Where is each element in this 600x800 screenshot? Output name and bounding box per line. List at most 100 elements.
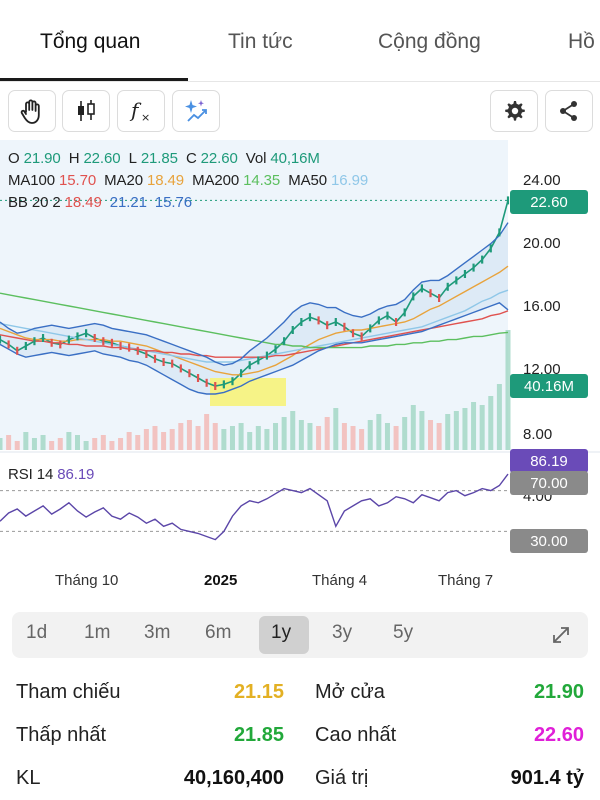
volume-bar: [333, 408, 339, 450]
x-tick-2025: 2025: [204, 572, 238, 589]
y-tick-24: 24.00: [523, 172, 561, 189]
x-tick-october: Tháng 10: [55, 572, 119, 589]
volume-bar: [195, 426, 201, 450]
volume-bar: [453, 411, 459, 450]
volume-bar: [428, 420, 434, 450]
volume-bar: [152, 426, 158, 450]
volume-bar: [367, 420, 373, 450]
share-button[interactable]: [545, 90, 593, 132]
ma50-value: 16.99: [331, 172, 369, 189]
volume-bar: [462, 408, 468, 450]
volume-bar: [126, 432, 132, 450]
volume-bar: [488, 396, 494, 450]
volume-bar: [238, 423, 244, 450]
tab-profile[interactable]: Hồ: [568, 30, 595, 53]
bb-upper-value: 21.21: [109, 194, 147, 211]
volume-bar: [359, 429, 365, 450]
volume-bar: [143, 429, 149, 450]
range-1m[interactable]: 1m: [84, 622, 111, 643]
settings-button[interactable]: [490, 90, 538, 132]
svg-text:×: ×: [141, 111, 150, 124]
rsi-30-tag: 30.00: [510, 529, 588, 553]
share-icon: [560, 101, 577, 121]
volume-bar: [14, 441, 20, 450]
high-price-value: 22.60: [533, 724, 584, 746]
range-6m[interactable]: 6m: [205, 622, 232, 643]
volume-bar: [66, 432, 72, 450]
range-1y[interactable]: 1y: [271, 622, 292, 643]
close-value: 22.60: [200, 150, 238, 167]
range-5y[interactable]: 5y: [393, 622, 414, 643]
high-price-label: Cao nhất: [315, 724, 397, 746]
rsi-pane-bg: [0, 452, 508, 565]
volume-bar: [92, 438, 98, 450]
ai-analysis-button[interactable]: [172, 90, 220, 132]
volume-bar: [376, 414, 382, 450]
open-price-value: 21.90: [533, 681, 584, 703]
drawing-tool-button[interactable]: [8, 90, 56, 132]
volume-stat-label: KL: [16, 767, 41, 789]
tab-bar: Tổng quan Tin tức Cộng đồng Hồ: [0, 0, 600, 82]
volume-bar: [49, 441, 55, 450]
rsi-label: RSI 14: [8, 466, 54, 483]
volume-bar: [161, 432, 167, 450]
range-1d[interactable]: 1d: [26, 622, 48, 643]
tab-news[interactable]: Tin tức: [228, 30, 293, 53]
low-price-value: 21.85: [233, 724, 284, 746]
rsi-legend: RSI 14 86.19: [8, 466, 98, 483]
volume-tag: 40.16M: [510, 374, 588, 398]
bb-label: BB 20 2: [8, 194, 61, 211]
gear-icon: [505, 101, 525, 121]
volume-bar: [74, 435, 80, 450]
fullscreen-button[interactable]: [550, 624, 572, 651]
volume-bar: [281, 417, 287, 450]
volume-bar: [118, 438, 124, 450]
y-tick-20: 20.00: [523, 235, 561, 252]
volume-bar: [83, 441, 89, 450]
tab-community[interactable]: Cộng đồng: [378, 30, 481, 53]
sparkle-icon: [185, 100, 207, 122]
tab-overview[interactable]: Tổng quan: [40, 30, 141, 53]
reference-label: Tham chiếu: [16, 681, 121, 703]
ma20-label: MA20: [104, 172, 143, 189]
volume-bar: [135, 435, 141, 450]
close-label: C: [185, 150, 197, 167]
volume-bar: [307, 423, 313, 450]
function-icon: f ×: [129, 98, 150, 124]
range-3y[interactable]: 3y: [332, 622, 353, 643]
low-price-label: Thấp nhất: [16, 724, 107, 746]
volume-bar: [479, 405, 485, 450]
volume-value: 40,16M: [270, 150, 320, 167]
ma-legend: MA100 15.70 MA20 18.49 MA200 14.35 MA50 16.9…: [8, 172, 372, 189]
ma200-label: MA200: [192, 172, 240, 189]
series-bb_upper: [0, 222, 509, 366]
volume-bar: [109, 441, 115, 450]
volume-bar: [247, 432, 253, 450]
chart-canvas: [0, 140, 600, 565]
volume-bar: [324, 417, 330, 450]
y-tick-12: 12.00: [523, 361, 561, 378]
low-value: 21.85: [140, 150, 178, 167]
x-tick-july: Tháng 7: [438, 572, 494, 589]
rsi-line: [0, 473, 509, 541]
y-tick-16: 16.00: [523, 298, 561, 315]
indicators-button[interactable]: f ×: [117, 90, 165, 132]
volume-bar: [298, 420, 304, 450]
volume-bar: [178, 423, 184, 450]
volume-bar: [402, 417, 408, 450]
volume-stat-value: 40,160,400: [183, 767, 284, 789]
chart-type-button[interactable]: [62, 90, 110, 132]
volume-bar: [471, 402, 477, 450]
bb-mid-value: 18.49: [64, 194, 102, 211]
candlestick-icon: [78, 100, 95, 121]
range-3m[interactable]: 3m: [144, 622, 171, 643]
price-chart[interactable]: O 21.90 H 22.60 L 21.85 C 22.60 Vol 40,16M MA…: [0, 140, 600, 565]
high-value: 22.60: [83, 150, 121, 167]
volume-bar: [273, 423, 279, 450]
series-bb_lower: [0, 302, 509, 395]
volume-label: Vol: [245, 150, 267, 167]
volume-bar: [57, 438, 63, 450]
volume-bar: [31, 438, 37, 450]
volume-bar: [221, 429, 227, 450]
x-tick-april: Tháng 4: [312, 572, 368, 589]
